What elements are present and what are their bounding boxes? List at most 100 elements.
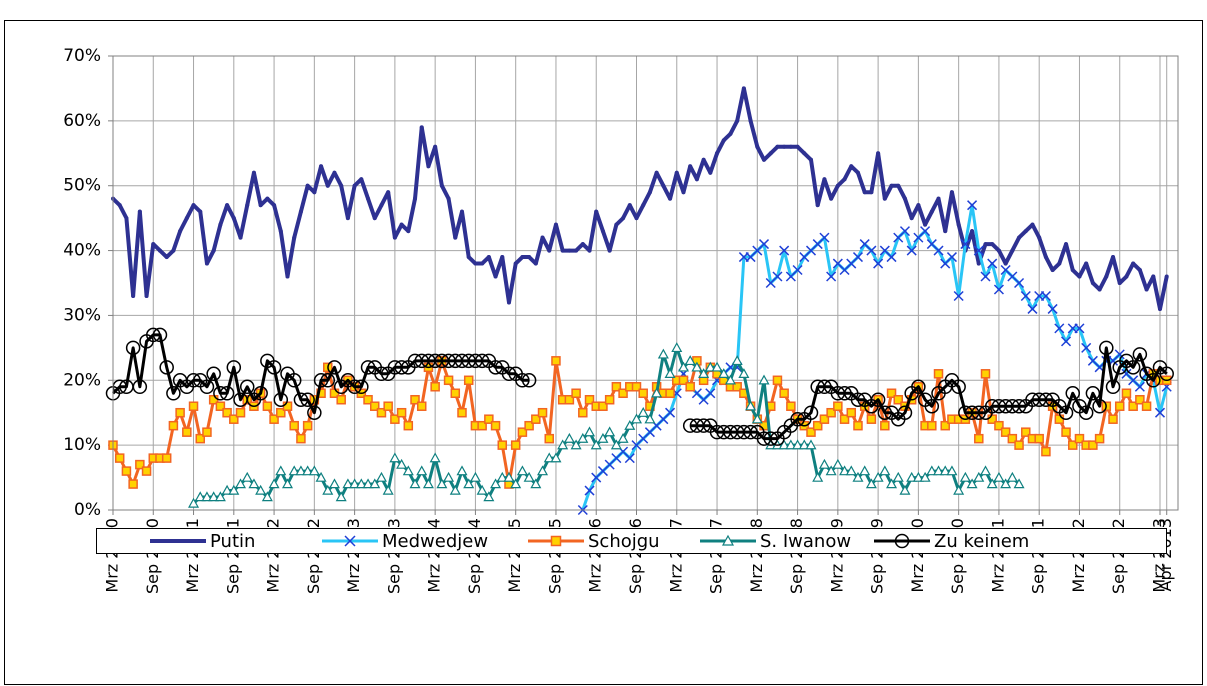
marker-shape [1007, 433, 1018, 444]
marker-shape [273, 392, 289, 407]
marker-stroke [926, 239, 937, 250]
marker-shape [1094, 433, 1105, 444]
point [225, 203, 230, 208]
marker-shape [182, 427, 192, 437]
marker-shape [866, 414, 877, 424]
marker-stroke [920, 226, 931, 237]
marker-shape [1105, 379, 1121, 395]
marker [920, 226, 931, 237]
marker-shape [1121, 388, 1132, 399]
legend: Putin Medwedjew Schojgu S. Iwanow Zu keinem [150, 531, 1029, 552]
marker-shape [286, 373, 302, 388]
marker-shape [886, 388, 897, 399]
marker-shape [336, 394, 346, 405]
marker-shape [817, 379, 832, 395]
marker [718, 368, 730, 378]
marker-shape [349, 478, 361, 489]
legend-label: S. Iwanow [760, 531, 851, 552]
marker [993, 471, 1005, 482]
marker-shape [927, 420, 937, 431]
marker [778, 439, 790, 450]
marker [501, 366, 517, 382]
plot-border [112, 55, 1179, 511]
marker [819, 232, 830, 243]
marker [897, 405, 913, 420]
marker [852, 471, 864, 482]
marker-stroke [624, 453, 635, 464]
point [849, 164, 854, 169]
marker-shape [409, 478, 421, 489]
point [151, 242, 156, 247]
marker [779, 245, 790, 256]
point [298, 209, 303, 214]
marker-shape [919, 471, 931, 482]
marker [772, 271, 783, 282]
marker [967, 200, 978, 211]
marker-shape [300, 392, 315, 407]
marker-stroke [1040, 290, 1051, 302]
marker-stroke [967, 200, 978, 211]
marker-shape [374, 366, 389, 382]
marker-stroke [1061, 336, 1072, 347]
marker-shape [894, 533, 910, 549]
marker-shape [1021, 427, 1031, 437]
marker [951, 379, 966, 395]
marker-shape [1061, 427, 1071, 437]
marker [226, 360, 242, 375]
point [990, 242, 995, 247]
marker-shape [1146, 373, 1161, 388]
marker [924, 398, 940, 414]
point [439, 183, 444, 188]
marker-shape [194, 491, 206, 502]
marker [496, 471, 508, 482]
marker-shape [307, 405, 322, 420]
marker [222, 407, 232, 418]
marker [416, 465, 428, 476]
point [822, 177, 827, 182]
marker-shape [912, 471, 924, 482]
marker-shape [521, 373, 537, 388]
marker-shape [114, 453, 125, 463]
marker-shape [302, 465, 314, 476]
marker-shape [501, 366, 517, 382]
marker-shape [135, 459, 145, 470]
marker-stroke [1081, 342, 1092, 353]
marker-shape [429, 452, 441, 463]
marker [604, 426, 616, 437]
marker [1125, 360, 1141, 375]
point [795, 144, 800, 149]
marker-shape [1088, 440, 1098, 450]
y-tick-label: 70% [63, 46, 101, 66]
point [339, 183, 344, 188]
point [1003, 261, 1008, 266]
y-tick-label: 40% [63, 241, 101, 261]
point [802, 151, 807, 156]
marker-shape [879, 465, 891, 476]
marker-shape [877, 405, 893, 420]
marker [276, 407, 286, 418]
marker-shape [335, 491, 347, 502]
point [1151, 274, 1156, 279]
marker [865, 478, 877, 489]
point [124, 216, 129, 221]
marker-shape [611, 382, 622, 392]
marker [229, 414, 239, 424]
marker-stroke [1020, 290, 1031, 302]
marker [186, 373, 201, 388]
point [661, 183, 666, 188]
marker [307, 405, 322, 420]
point [379, 203, 384, 208]
marker-shape [563, 432, 575, 443]
marker-shape [496, 471, 508, 482]
point [473, 261, 478, 266]
point [137, 209, 142, 214]
marker [550, 452, 562, 463]
marker-shape [806, 427, 816, 437]
marker [1154, 407, 1166, 418]
point [728, 131, 733, 136]
marker [772, 375, 783, 386]
marker-shape [161, 453, 172, 463]
marker-shape [195, 433, 205, 444]
marker-shape [228, 484, 240, 495]
